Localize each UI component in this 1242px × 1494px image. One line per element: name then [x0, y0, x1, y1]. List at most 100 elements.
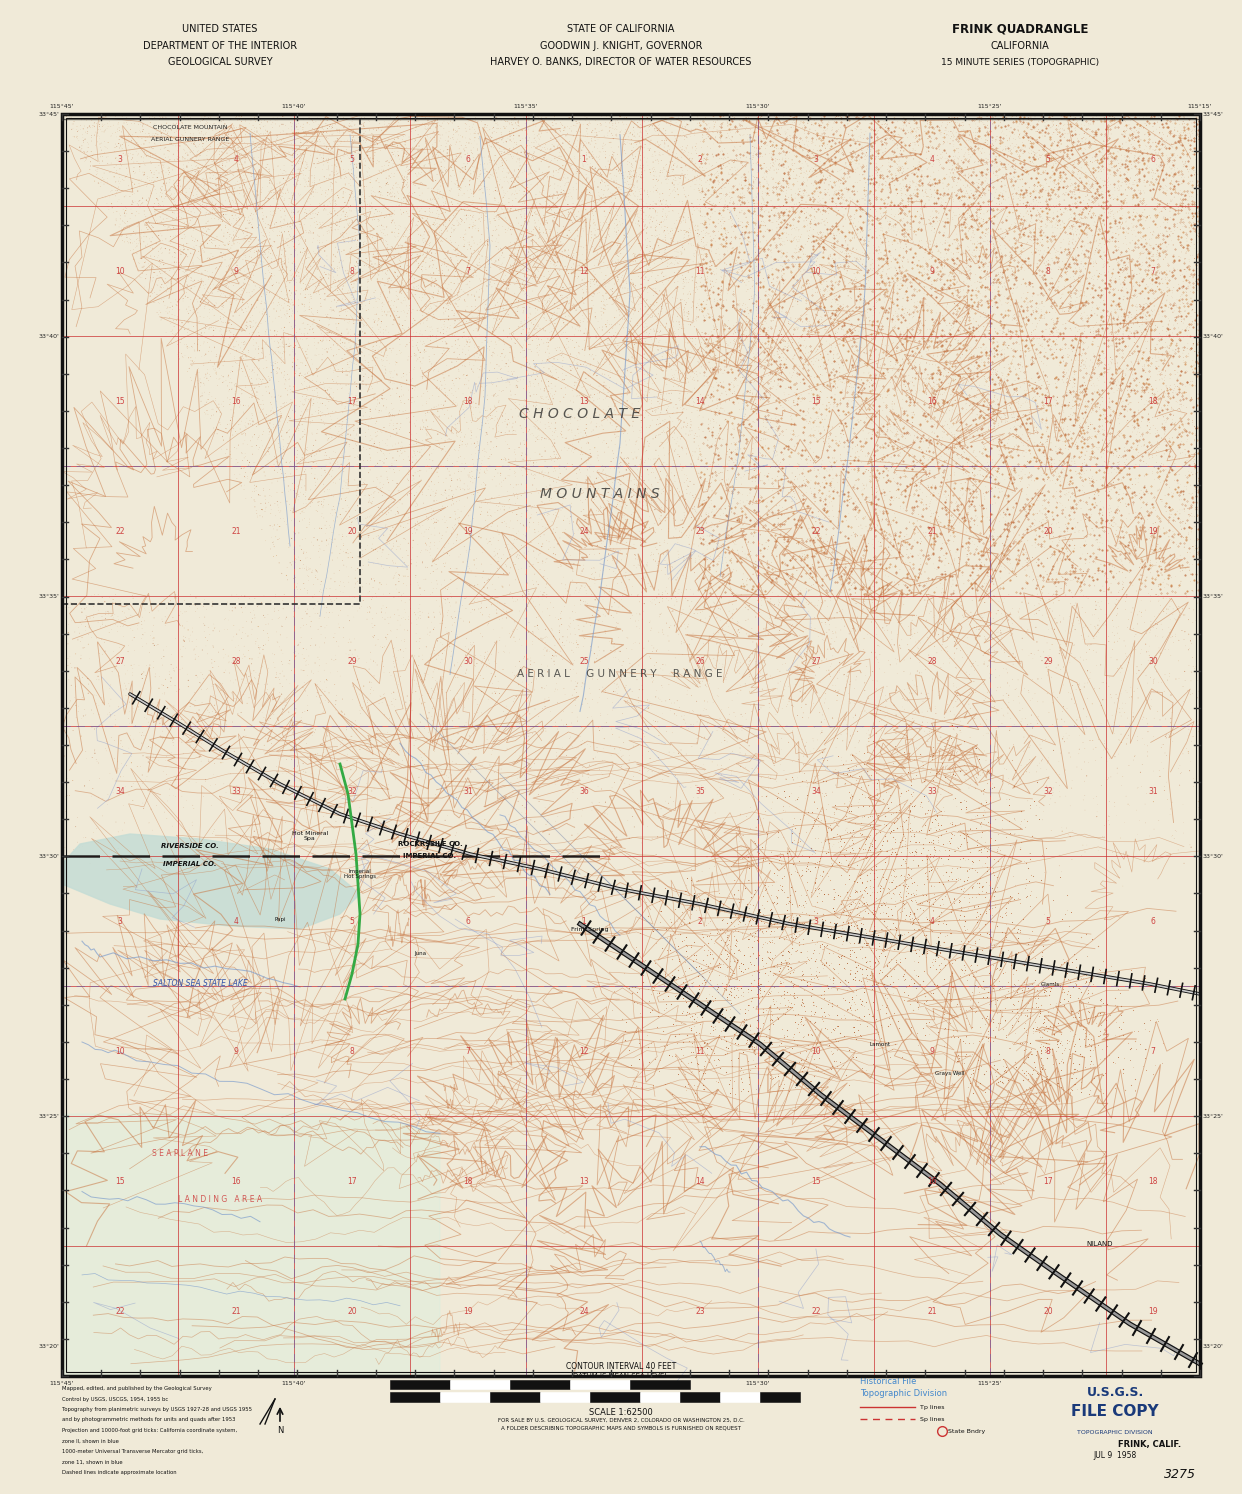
Point — [745, 620, 765, 644]
Point — [539, 397, 559, 421]
Point — [135, 139, 155, 163]
Point — [222, 417, 242, 441]
Point — [1117, 239, 1136, 263]
Point — [229, 354, 248, 378]
Point — [355, 348, 375, 372]
Point — [996, 275, 1016, 299]
Point — [302, 248, 322, 272]
Point — [301, 315, 320, 339]
Point — [82, 128, 102, 152]
Point — [207, 106, 227, 130]
Point — [534, 400, 554, 424]
Point — [713, 224, 733, 248]
Point — [133, 115, 153, 139]
Point — [379, 320, 399, 344]
Point — [263, 396, 283, 420]
Point — [1022, 348, 1042, 372]
Point — [1043, 221, 1063, 245]
Point — [283, 214, 303, 238]
Point — [909, 353, 929, 376]
Point — [925, 105, 945, 128]
Point — [421, 191, 441, 215]
Point — [669, 696, 689, 720]
Point — [388, 496, 407, 520]
Point — [355, 130, 375, 154]
Point — [422, 164, 442, 188]
Point — [202, 822, 222, 846]
Point — [261, 139, 281, 163]
Point — [688, 214, 708, 238]
Point — [932, 121, 951, 145]
Point — [902, 332, 922, 356]
Point — [303, 221, 323, 245]
Point — [253, 123, 273, 146]
Point — [900, 218, 920, 242]
Point — [441, 229, 461, 252]
Point — [1181, 191, 1201, 215]
Point — [268, 607, 288, 630]
Point — [727, 333, 746, 357]
Point — [123, 789, 143, 813]
Point — [1141, 613, 1161, 636]
Point — [314, 741, 334, 765]
Point — [509, 744, 529, 768]
Point — [1074, 451, 1094, 475]
Point — [989, 273, 1009, 297]
Point — [633, 399, 653, 423]
Point — [949, 399, 969, 423]
Point — [468, 127, 488, 151]
Point — [888, 372, 908, 396]
Point — [481, 586, 501, 610]
Point — [455, 354, 474, 378]
Point — [704, 689, 724, 713]
Point — [694, 158, 714, 182]
Point — [539, 530, 559, 554]
Point — [632, 193, 652, 217]
Point — [620, 487, 640, 511]
Point — [440, 339, 460, 363]
Point — [1177, 302, 1197, 326]
Point — [527, 584, 546, 608]
Point — [673, 173, 693, 197]
Point — [1151, 142, 1171, 166]
Point — [478, 687, 498, 711]
Point — [231, 178, 251, 202]
Point — [792, 705, 812, 729]
Point — [266, 211, 286, 235]
Point — [692, 169, 712, 193]
Point — [390, 245, 410, 269]
Point — [388, 439, 407, 463]
Point — [924, 327, 944, 351]
Point — [282, 166, 302, 190]
Point — [920, 432, 940, 456]
Point — [451, 347, 471, 371]
Point — [996, 503, 1016, 527]
Point — [1179, 654, 1199, 678]
Point — [987, 345, 1007, 369]
Point — [677, 415, 697, 439]
Point — [561, 756, 581, 780]
Point — [1012, 554, 1032, 578]
Point — [779, 173, 799, 197]
Point — [939, 514, 959, 538]
Point — [1056, 103, 1076, 127]
Point — [446, 490, 466, 514]
Point — [401, 596, 421, 620]
Point — [989, 457, 1009, 481]
Point — [912, 293, 932, 317]
Point — [657, 719, 677, 743]
Point — [1102, 348, 1122, 372]
Point — [1058, 681, 1078, 705]
Point — [183, 350, 202, 374]
Point — [946, 432, 966, 456]
Point — [759, 765, 779, 789]
Point — [894, 130, 914, 154]
Point — [689, 403, 709, 427]
Point — [324, 562, 344, 586]
Point — [52, 611, 72, 635]
Point — [958, 227, 977, 251]
Point — [655, 622, 674, 645]
Point — [991, 374, 1011, 397]
Point — [1037, 115, 1057, 139]
Point — [638, 281, 658, 305]
